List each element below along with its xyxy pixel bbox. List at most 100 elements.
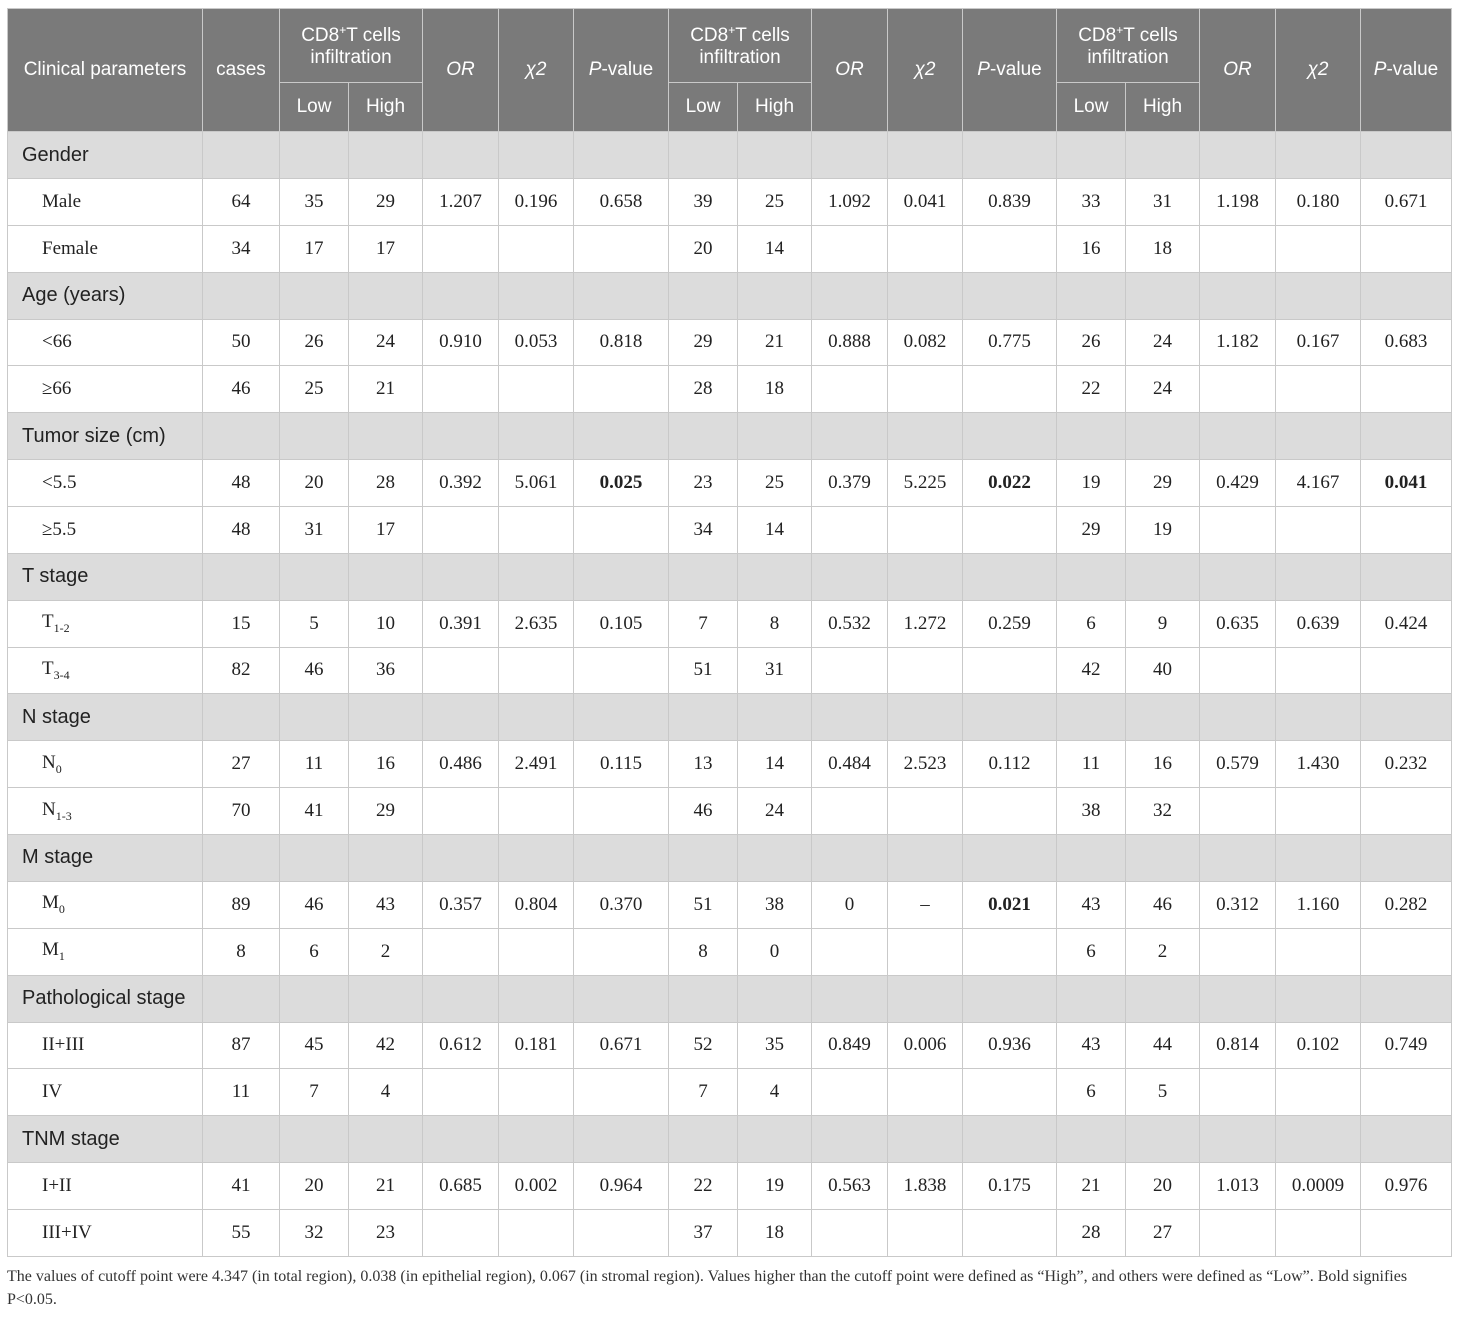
table-cell: 35 bbox=[737, 1021, 812, 1070]
table-cell: 16 bbox=[348, 740, 423, 789]
table-cell: 2 bbox=[348, 927, 423, 976]
section-empty-cell bbox=[962, 552, 1057, 601]
table-body: Gender Male 64 35 29 1.207 0.196 0.658 39 25 1.092… bbox=[7, 131, 1452, 1257]
table-cell bbox=[962, 927, 1057, 976]
table-cell: 0.002 bbox=[498, 1162, 574, 1210]
section-row: Tumor size (cm) bbox=[7, 412, 1452, 461]
table-cell: 0.370 bbox=[573, 880, 669, 929]
table-cell: 1.198 bbox=[1199, 178, 1276, 226]
table-cell bbox=[573, 927, 669, 976]
table-cell: 0.936 bbox=[962, 1021, 1057, 1070]
table-cell: 34 bbox=[668, 505, 738, 554]
table-cell: 25 bbox=[279, 365, 349, 414]
table-cell: 5 bbox=[279, 599, 349, 648]
table-cell bbox=[887, 365, 963, 414]
section-empty-cell bbox=[348, 1115, 423, 1164]
table-cell: 0.391 bbox=[422, 599, 499, 648]
table-cell: 45 bbox=[279, 1021, 349, 1070]
table-cell: 43 bbox=[1056, 1021, 1126, 1070]
table-cell: 5 bbox=[1125, 1068, 1200, 1117]
table-cell bbox=[498, 1208, 574, 1257]
table-cell: 0.964 bbox=[573, 1162, 669, 1210]
table-row: I+II 41 20 21 0.685 0.002 0.964 22 19 0.563 1.838 0… bbox=[7, 1162, 1452, 1210]
table-cell: 32 bbox=[279, 1208, 349, 1257]
col-header-low-1: Low bbox=[279, 82, 349, 132]
table-cell bbox=[573, 646, 669, 695]
table-cell: 0.041 bbox=[1360, 459, 1452, 507]
table-cell bbox=[962, 365, 1057, 414]
table-cell: 46 bbox=[279, 646, 349, 695]
table-cell: 31 bbox=[279, 505, 349, 554]
table-cell bbox=[1275, 224, 1361, 273]
table-cell: 0.484 bbox=[811, 740, 888, 789]
section-empty-cell bbox=[498, 833, 574, 882]
table-cell bbox=[811, 927, 888, 976]
section-title: N stage bbox=[7, 693, 203, 742]
table-cell: 21 bbox=[348, 365, 423, 414]
row-label: T3-4 bbox=[7, 646, 203, 695]
table-cell: 82 bbox=[202, 646, 280, 695]
table-cell: 24 bbox=[348, 318, 423, 367]
table-cell bbox=[811, 1068, 888, 1117]
pvalue-rest: -value bbox=[1386, 59, 1439, 80]
table-cell: 0.635 bbox=[1199, 599, 1276, 648]
table-cell: 1.207 bbox=[422, 178, 499, 226]
group-label: CD8 bbox=[690, 24, 729, 46]
section-empty-cell bbox=[1125, 833, 1200, 882]
section-empty-cell bbox=[202, 131, 280, 179]
table-cell bbox=[887, 1208, 963, 1257]
row-label: ≥5.5 bbox=[7, 505, 203, 554]
group-rest: T cells infiltration bbox=[699, 24, 790, 68]
table-cell bbox=[962, 224, 1057, 273]
section-empty-cell bbox=[1360, 974, 1452, 1023]
section-empty-cell bbox=[422, 974, 499, 1023]
table-cell: 0.041 bbox=[887, 178, 963, 226]
section-empty-cell bbox=[1199, 693, 1276, 742]
table-cell: 0 bbox=[811, 880, 888, 929]
table-cell bbox=[498, 505, 574, 554]
table-cell: 16 bbox=[1125, 740, 1200, 789]
table-cell: 1.838 bbox=[887, 1162, 963, 1210]
col-header-high-3: High bbox=[1125, 82, 1200, 132]
section-empty-cell bbox=[1199, 552, 1276, 601]
section-empty-cell bbox=[887, 131, 963, 179]
table-cell bbox=[573, 787, 669, 835]
table-cell: 0.804 bbox=[498, 880, 574, 929]
table-cell: 16 bbox=[1056, 224, 1126, 273]
row-label-text: I+II bbox=[42, 1175, 72, 1197]
col-header-chi2-3: χ2 bbox=[1275, 8, 1361, 132]
section-empty-cell bbox=[668, 974, 738, 1023]
table-cell: 19 bbox=[1125, 505, 1200, 554]
table-cell: 18 bbox=[737, 1208, 812, 1257]
table-cell: 0.379 bbox=[811, 459, 888, 507]
table-cell bbox=[498, 646, 574, 695]
row-label-subscript: 1 bbox=[58, 949, 65, 964]
table-cell bbox=[887, 224, 963, 273]
table-cell: 20 bbox=[668, 224, 738, 273]
table-cell bbox=[1199, 927, 1276, 976]
table-cell: 0.639 bbox=[1275, 599, 1361, 648]
table-cell bbox=[811, 505, 888, 554]
table-cell bbox=[811, 787, 888, 835]
table-cell: 0.232 bbox=[1360, 740, 1452, 789]
section-empty-cell bbox=[202, 552, 280, 601]
table-footnote: The values of cutoff point were 4.347 (i… bbox=[7, 1267, 1408, 1308]
table-cell: 18 bbox=[737, 365, 812, 414]
section-empty-cell bbox=[348, 974, 423, 1023]
table-cell bbox=[811, 224, 888, 273]
table-cell: 64 bbox=[202, 178, 280, 226]
table-cell bbox=[1360, 1208, 1452, 1257]
table-cell: 11 bbox=[202, 1068, 280, 1117]
table-cell bbox=[422, 505, 499, 554]
table-header: Clinical parameters cases CD8+T cells in… bbox=[7, 8, 1452, 132]
table-cell: 0.105 bbox=[573, 599, 669, 648]
section-empty-cell bbox=[348, 131, 423, 179]
table-cell: 0.181 bbox=[498, 1021, 574, 1070]
table-cell: 0.910 bbox=[422, 318, 499, 367]
section-empty-cell bbox=[498, 552, 574, 601]
section-empty-cell bbox=[1056, 412, 1126, 461]
section-empty-cell bbox=[279, 271, 349, 320]
table-cell bbox=[422, 1208, 499, 1257]
table-cell: 46 bbox=[279, 880, 349, 929]
row-label-subscript: 3-4 bbox=[53, 667, 70, 682]
